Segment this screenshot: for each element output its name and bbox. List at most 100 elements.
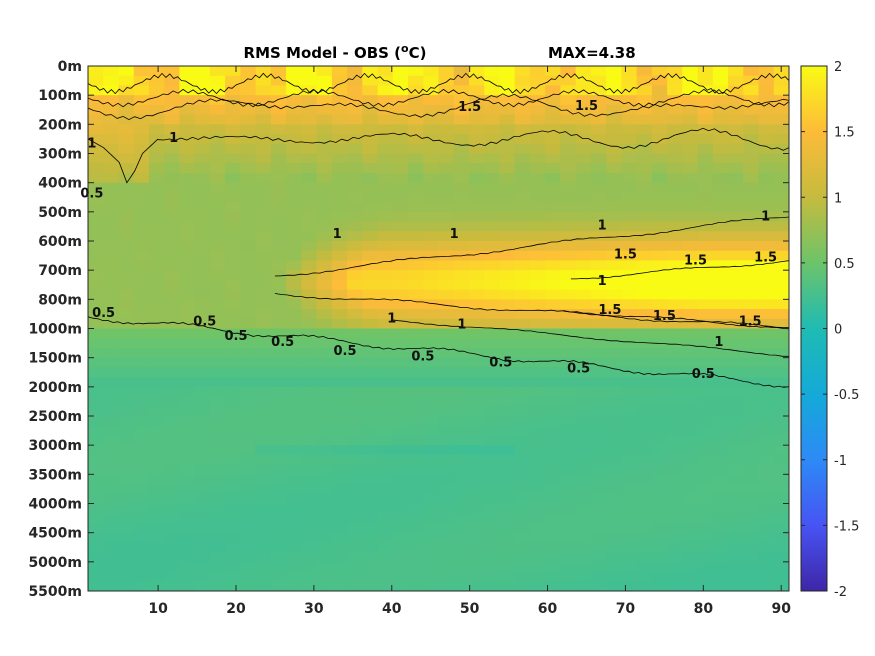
- heatmap-cell: [331, 153, 348, 164]
- heatmap-cell: [545, 143, 562, 155]
- heatmap-cell: [545, 357, 562, 368]
- heatmap-cell: [392, 279, 409, 291]
- heatmap-cell: [209, 270, 226, 281]
- heatmap-cell: [529, 279, 546, 291]
- heatmap-cell: [179, 513, 196, 524]
- heatmap-cell: [529, 386, 546, 398]
- heatmap-cell: [225, 474, 241, 485]
- heatmap-cell: [194, 406, 211, 417]
- heatmap-cell: [728, 241, 744, 252]
- heatmap-cell: [606, 377, 622, 388]
- heatmap-cell: [712, 581, 729, 591]
- heatmap-cell: [362, 377, 379, 388]
- heatmap-cell: [606, 260, 622, 271]
- heatmap-cell: [286, 347, 302, 359]
- heatmap-cell: [118, 435, 135, 446]
- heatmap-cell: [255, 66, 272, 77]
- colorbar: [800, 65, 828, 592]
- heatmap-cell: [118, 211, 135, 223]
- heatmap-cell: [88, 211, 104, 223]
- heatmap-cell: [225, 377, 241, 388]
- heatmap-cell: [728, 134, 744, 145]
- heatmap-cell: [301, 221, 318, 232]
- heatmap-cell: [697, 163, 714, 174]
- heatmap-cell: [743, 182, 760, 193]
- heatmap-cell: [392, 347, 409, 359]
- heatmap-cell: [347, 270, 363, 281]
- heatmap-cell: [773, 347, 789, 359]
- heatmap-cell: [286, 513, 302, 524]
- heatmap-cell: [575, 134, 592, 145]
- heatmap-cell: [88, 134, 104, 145]
- heatmap-cell: [529, 309, 546, 320]
- heatmap-cell: [209, 552, 226, 563]
- heatmap-cell: [103, 445, 120, 456]
- heatmap-cell: [209, 386, 226, 398]
- heatmap-cell: [560, 425, 577, 437]
- heatmap-cell: [651, 75, 668, 87]
- heatmap-cell: [560, 571, 577, 582]
- heatmap-cell: [697, 172, 714, 184]
- heatmap-cell: [164, 513, 181, 524]
- heatmap-cell: [286, 124, 302, 135]
- heatmap-cell: [682, 542, 699, 553]
- x-tick-label: 50: [460, 601, 480, 617]
- heatmap-cell: [453, 367, 470, 378]
- heatmap-cell: [514, 425, 531, 437]
- heatmap-cell: [529, 299, 546, 310]
- y-tick-label: 3000m: [28, 438, 82, 454]
- heatmap-cell: [118, 503, 135, 514]
- heatmap-cell: [301, 445, 318, 456]
- heatmap-cell: [773, 318, 789, 330]
- heatmap-cell: [438, 124, 455, 135]
- heatmap-cell: [560, 503, 577, 514]
- heatmap-cell: [758, 552, 775, 563]
- heatmap-cell: [545, 172, 562, 184]
- heatmap-cell: [179, 561, 196, 573]
- heatmap-cell: [423, 328, 440, 339]
- heatmap-cell: [240, 192, 257, 203]
- heatmap-cell: [240, 134, 257, 145]
- heatmap-cell: [392, 124, 409, 135]
- x-tick-label: 40: [382, 601, 402, 617]
- heatmap-cell: [575, 561, 592, 573]
- heatmap-cell: [682, 182, 699, 193]
- heatmap-cell: [575, 279, 592, 291]
- heatmap-cell: [743, 542, 760, 553]
- heatmap-cell: [362, 367, 379, 378]
- heatmap-cell: [255, 104, 272, 116]
- heatmap-cell: [331, 75, 348, 87]
- heatmap-cell: [148, 309, 165, 320]
- heatmap-cell: [347, 396, 363, 407]
- heatmap-cell: [590, 386, 607, 398]
- heatmap-cell: [408, 153, 424, 164]
- heatmap-cell: [453, 474, 470, 485]
- heatmap-cell: [88, 338, 104, 349]
- heatmap-cell: [545, 464, 562, 475]
- heatmap-cell: [164, 571, 181, 582]
- heatmap-cell: [514, 522, 531, 534]
- heatmap-cell: [148, 260, 165, 271]
- heatmap-cell: [773, 85, 789, 96]
- heatmap-cell: [255, 114, 272, 125]
- heatmap-cell: [270, 416, 287, 427]
- heatmap-cell: [453, 66, 470, 77]
- heatmap-cell: [194, 182, 211, 193]
- heatmap-cell: [560, 85, 577, 96]
- heatmap-cell: [636, 172, 653, 184]
- heatmap-cell: [529, 221, 546, 232]
- heatmap-cell: [499, 561, 516, 573]
- heatmap-cell: [240, 124, 257, 135]
- heatmap-cell: [484, 124, 501, 135]
- heatmap-cell: [621, 134, 638, 145]
- heatmap-cell: [209, 241, 226, 252]
- heatmap-cell: [88, 309, 104, 320]
- heatmap-cell: [179, 192, 196, 203]
- heatmap-cell: [514, 95, 531, 106]
- heatmap-cell: [575, 299, 592, 310]
- heatmap-cell: [697, 425, 714, 437]
- heatmap-cell: [255, 338, 272, 349]
- heatmap-cell: [164, 75, 181, 87]
- heatmap-cell: [164, 338, 181, 349]
- heatmap-cell: [529, 464, 546, 475]
